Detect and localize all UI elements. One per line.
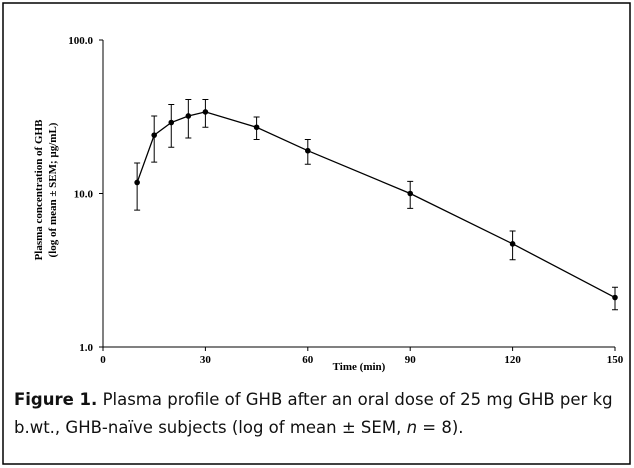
point <box>305 147 311 154</box>
y-label: (log of mean ± SEM; µg/mL) <box>47 122 59 257</box>
caption: Figure 1. Plasma profile of GHB after an… <box>14 386 624 442</box>
x-tick-label: 0 <box>100 354 106 366</box>
x-tick-label: 90 <box>405 354 417 366</box>
point <box>509 241 516 247</box>
point <box>612 294 618 301</box>
line <box>136 111 616 299</box>
point <box>151 132 157 138</box>
y-tick-label: 10.0 <box>74 189 94 201</box>
x-tick-label: 30 <box>200 354 212 366</box>
point <box>253 124 260 131</box>
y-tick-label: 100.0 <box>68 35 93 47</box>
caption-n: n <box>406 418 418 437</box>
x-tick-label: 120 <box>504 354 521 366</box>
point <box>168 119 175 126</box>
error-bar <box>134 162 141 211</box>
point <box>185 113 192 119</box>
x-tick-label: 150 <box>607 354 624 366</box>
caption-text: = 8). <box>417 418 464 437</box>
error-bar <box>151 115 158 163</box>
point <box>202 109 209 115</box>
error-bar <box>168 104 175 148</box>
point <box>134 179 140 186</box>
y-label: Plasma concentration of GHB <box>33 119 45 261</box>
y-tick-label: 1.0 <box>79 342 93 354</box>
caption-label: Figure 1. <box>14 390 98 409</box>
x-tick-label: 60 <box>302 354 314 366</box>
x-label: Time (min) <box>333 361 386 373</box>
point <box>407 190 414 197</box>
caption-text: Plasma profile of GHB after an oral dose… <box>14 390 613 437</box>
